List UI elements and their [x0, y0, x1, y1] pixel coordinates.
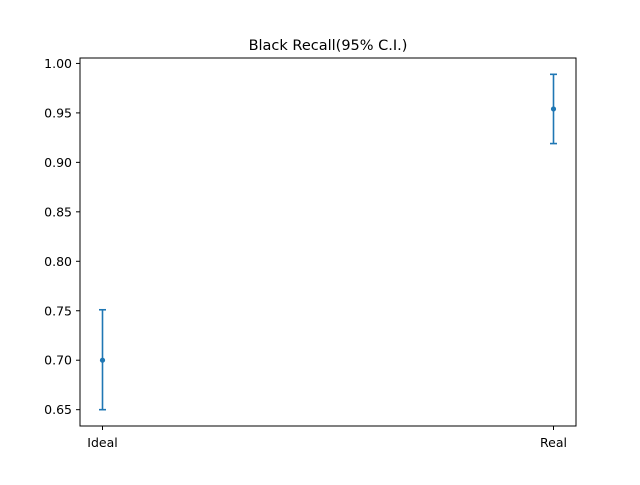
errorbar-series: [99, 73, 557, 411]
data-point: [550, 106, 557, 112]
y-tick-label: 0.75: [44, 303, 72, 318]
y-tick-label: 0.95: [44, 105, 72, 120]
y-tick-label: 0.85: [44, 204, 72, 219]
chart-title: Black Recall(95% C.I.): [249, 38, 408, 54]
x-tick-label: Real: [540, 435, 567, 450]
plot-frame: [79, 57, 577, 427]
y-tick-label: 0.70: [44, 353, 72, 368]
y-tick-label: 1.00: [44, 56, 72, 71]
y-tick-label: 0.90: [44, 155, 72, 170]
data-point: [99, 357, 106, 363]
x-tick-label: Ideal: [87, 435, 117, 450]
y-axis: 0.65 0.70 0.75 0.80 0.85 0.90 0.95 1.00: [44, 56, 80, 417]
y-tick-label: 0.80: [44, 254, 72, 269]
x-axis: Ideal Real: [87, 426, 567, 450]
y-tick-label: 0.65: [44, 402, 72, 417]
